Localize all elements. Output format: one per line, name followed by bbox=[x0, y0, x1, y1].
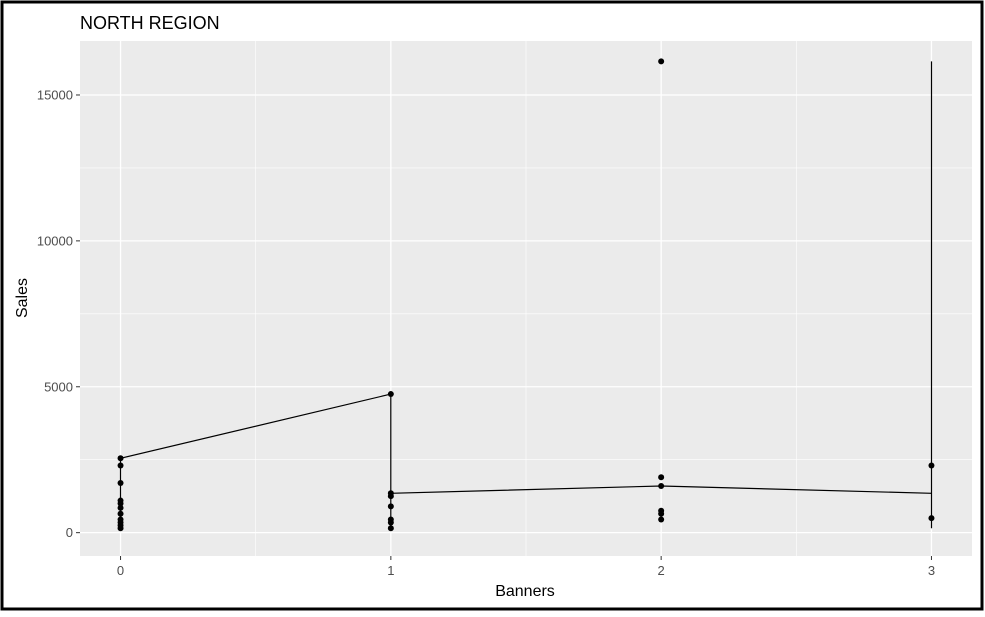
y-tick-label: 10000 bbox=[37, 233, 73, 248]
data-point bbox=[658, 516, 665, 523]
data-point bbox=[117, 462, 124, 469]
data-point bbox=[387, 516, 394, 523]
minor-gridlines bbox=[80, 41, 972, 556]
y-tick-labels: 0 5000 10000 15000 bbox=[37, 87, 73, 540]
x-tick-labels: 0 1 2 3 bbox=[117, 563, 935, 578]
data-point bbox=[658, 507, 665, 514]
y-tick-label: 0 bbox=[66, 525, 73, 540]
data-point bbox=[117, 510, 124, 517]
x-tick-label: 0 bbox=[117, 563, 124, 578]
data-point bbox=[928, 515, 935, 522]
data-point bbox=[117, 516, 124, 523]
data-point bbox=[387, 503, 394, 510]
y-tick-label: 5000 bbox=[44, 379, 73, 394]
x-tick-label: 3 bbox=[928, 563, 935, 578]
x-tick-label: 1 bbox=[387, 563, 394, 578]
data-point bbox=[117, 504, 124, 511]
y-tick-label: 15000 bbox=[37, 87, 73, 102]
data-point bbox=[117, 497, 124, 504]
data-point bbox=[387, 490, 394, 497]
data-point bbox=[117, 480, 124, 487]
data-point bbox=[658, 58, 665, 65]
data-point bbox=[387, 525, 394, 532]
y-axis-label: Sales bbox=[14, 278, 31, 318]
x-axis-label: Banners bbox=[495, 583, 555, 600]
data-point bbox=[658, 482, 665, 489]
data-point bbox=[928, 462, 935, 469]
data-point bbox=[658, 474, 665, 481]
data-points bbox=[117, 58, 935, 532]
axis-ticks bbox=[76, 94, 932, 560]
x-tick-label: 2 bbox=[658, 563, 665, 578]
data-point bbox=[117, 455, 124, 462]
data-point bbox=[387, 391, 394, 398]
chart-title: NORTH REGION bbox=[80, 13, 220, 33]
